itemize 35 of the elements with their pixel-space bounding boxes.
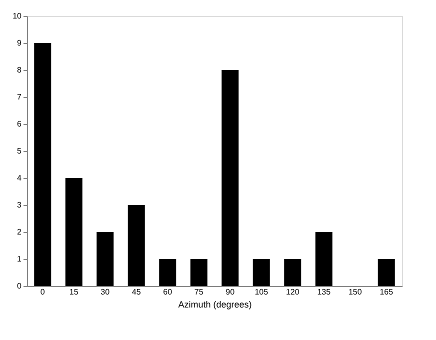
- bar: [34, 43, 52, 286]
- y-tick-label: 1: [17, 254, 22, 264]
- x-tick-label: 30: [100, 288, 110, 296]
- x-tick-label: 165: [380, 288, 394, 296]
- y-tick-label: 4: [17, 174, 22, 182]
- y-tick-label: 3: [17, 200, 22, 210]
- bar: [96, 232, 114, 286]
- x-tick-label: 15: [69, 288, 79, 296]
- x-tick-label: 90: [226, 288, 236, 296]
- x-tick-label: 135: [317, 288, 332, 296]
- y-tick-label: 9: [17, 38, 22, 48]
- bar: [284, 259, 302, 286]
- y-tick-label: 5: [17, 146, 22, 156]
- bar: [315, 232, 332, 286]
- x-tick-label: 150: [348, 288, 362, 296]
- x-tick-label: 0: [40, 288, 46, 296]
- y-tick-label: 7: [17, 92, 22, 102]
- bar: [65, 178, 82, 286]
- y-tick-label: 8: [17, 66, 22, 74]
- x-axis-title: Azimuth (degrees): [178, 300, 252, 310]
- bar: [159, 259, 176, 286]
- bar: [378, 259, 395, 286]
- y-tick-label: 2: [17, 228, 22, 236]
- bar: [252, 259, 270, 286]
- x-tick-label: 75: [194, 288, 204, 296]
- bar: [222, 70, 239, 286]
- x-tick-label: 105: [254, 288, 269, 296]
- x-tick-label: 60: [163, 288, 173, 296]
- y-tick-label: 0: [17, 282, 22, 290]
- y-tick-label: 6: [17, 120, 22, 128]
- x-tick-label: 45: [132, 288, 142, 296]
- bar: [128, 205, 145, 286]
- y-tick-label: 10: [12, 12, 22, 20]
- x-tick-label: 120: [286, 288, 300, 296]
- bar: [190, 259, 208, 286]
